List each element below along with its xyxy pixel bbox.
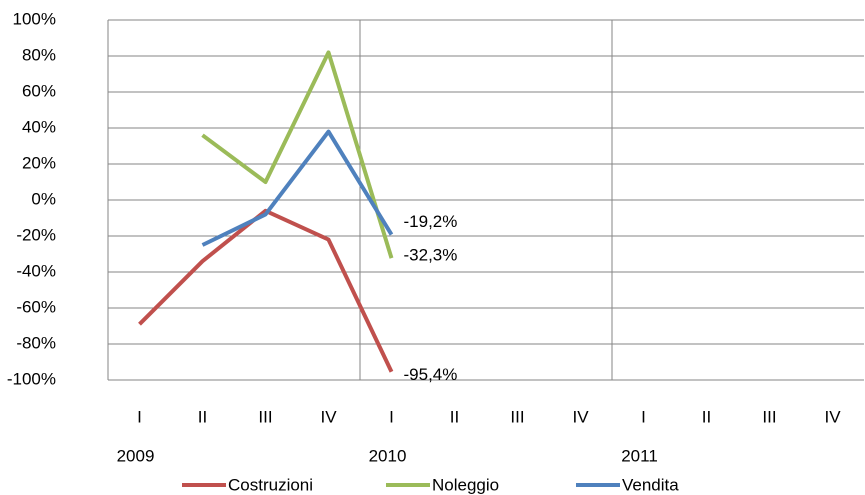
y-tick-label: 20% — [22, 153, 56, 172]
x-tick-label: IV — [572, 407, 589, 426]
x-tick-label: I — [389, 407, 394, 426]
legend-label: Noleggio — [432, 475, 499, 494]
x-tick-label: I — [641, 407, 646, 426]
x-tick-label: III — [258, 407, 272, 426]
series-line — [138, 208, 394, 373]
legend-label: Vendita — [622, 475, 679, 494]
x-tick-label: II — [198, 407, 207, 426]
series-line — [201, 129, 394, 247]
data-label: -19,2% — [404, 212, 458, 231]
year-label: 2009 — [117, 446, 155, 465]
x-tick-label: II — [702, 407, 711, 426]
x-tick-label: IV — [320, 407, 337, 426]
year-label: 2011 — [621, 446, 658, 465]
y-tick-label: 40% — [22, 117, 56, 136]
y-tick-label: 60% — [22, 81, 56, 100]
x-tick-label: III — [510, 407, 524, 426]
y-tick-label: -100% — [7, 369, 56, 388]
x-tick-label: II — [450, 407, 459, 426]
y-tick-label: -20% — [16, 225, 56, 244]
data-label: -32,3% — [404, 246, 458, 265]
y-tick-label: 100% — [13, 9, 56, 28]
y-tick-label: 0% — [31, 189, 56, 208]
legend-label: Costruzioni — [228, 475, 313, 494]
y-tick-label: 80% — [22, 45, 56, 64]
y-tick-label: -80% — [16, 333, 56, 352]
x-tick-label: IV — [824, 407, 841, 426]
y-tick-label: -60% — [16, 297, 56, 316]
x-tick-label: III — [762, 407, 776, 426]
series-line — [201, 50, 394, 259]
year-label: 2010 — [369, 446, 407, 465]
y-tick-label: -40% — [16, 261, 56, 280]
x-tick-label: I — [137, 407, 142, 426]
data-label: -95,4% — [404, 365, 458, 384]
